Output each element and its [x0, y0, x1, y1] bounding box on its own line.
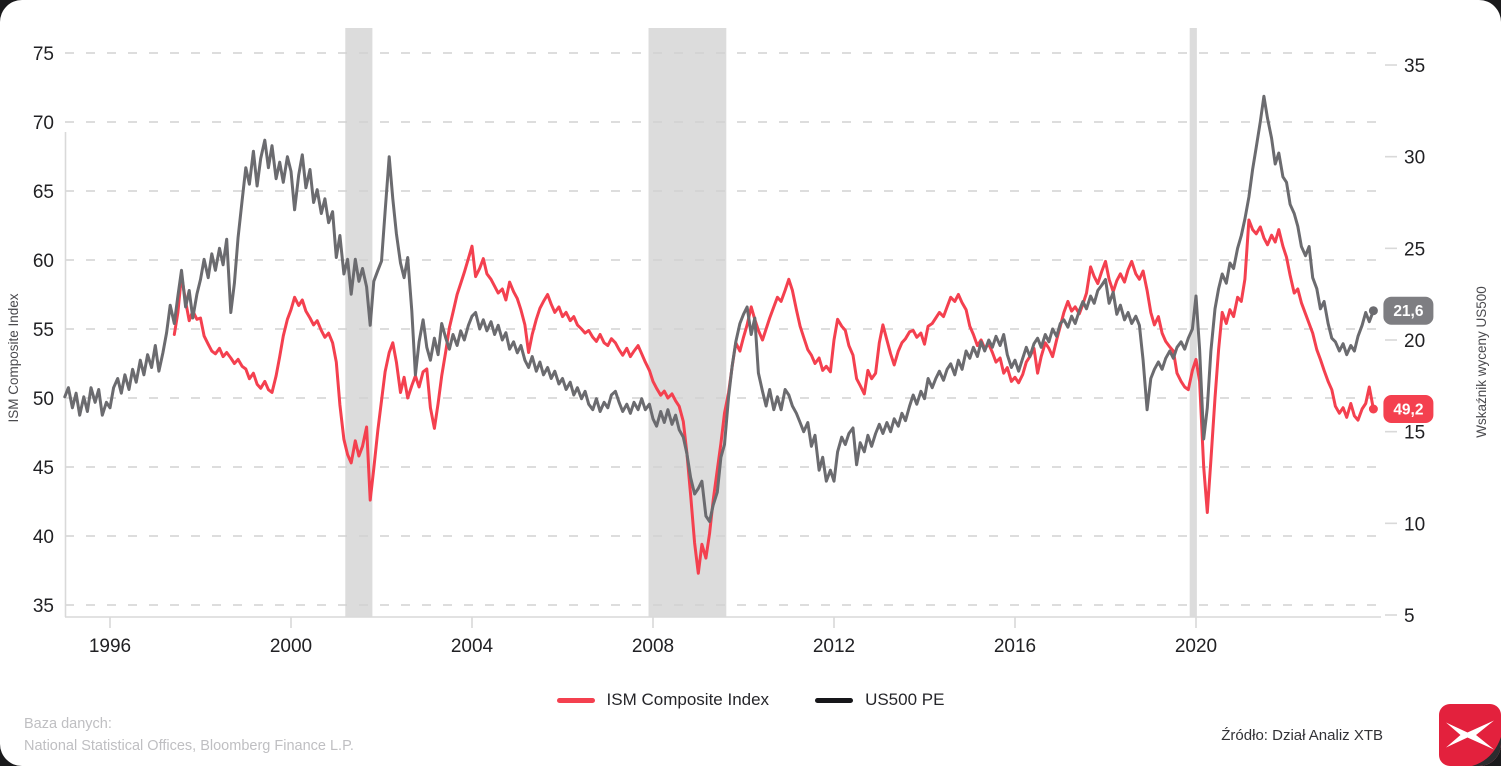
x-tick-label: 1996: [89, 636, 131, 657]
ism-line-swatch-icon: [556, 697, 595, 703]
legend-item-us500pe: US500 PE: [815, 690, 944, 710]
database-note: Baza danych: National Statistical Office…: [24, 714, 354, 758]
left-tick-label: 40: [33, 527, 54, 548]
recession-band: [345, 28, 373, 617]
us500pe-line: [63, 94, 1375, 523]
left-tick-label: 70: [33, 113, 54, 134]
right-tick-label: 20: [1404, 331, 1425, 352]
legend-label-ism: ISM Composite Index: [606, 690, 770, 709]
xtb-logo-icon: [1439, 704, 1501, 766]
legend-item-ism: ISM Composite Index: [556, 690, 770, 710]
right-tick-label: 5: [1404, 606, 1415, 627]
chart-canvas: 1996 2000 2004 2008 2012 2016 2020 75 70 65 60 55 50…: [6, 28, 1489, 657]
left-tick-label: 75: [33, 44, 54, 65]
last-value-label: 49,2: [1393, 402, 1423, 419]
left-axis-title: ISM Composite Index: [6, 293, 21, 422]
x-tick-label: 2008: [632, 636, 674, 657]
series-end-dot: [1368, 404, 1378, 414]
legend-label-us500pe: US500 PE: [865, 690, 945, 709]
left-tick-label: 60: [33, 251, 54, 272]
x-tick-label: 2020: [1175, 636, 1217, 657]
right-tick-label: 30: [1404, 148, 1425, 169]
ism-line: [172, 218, 1375, 575]
left-tick-label: 50: [33, 389, 54, 410]
x-tick-label: 2016: [994, 636, 1036, 657]
right-axis-title: Wskaźnik wyceny US500: [1474, 286, 1489, 438]
last-value-label: 21,6: [1393, 303, 1424, 320]
x-tick-label: 2012: [813, 636, 855, 657]
right-tick-label: 10: [1404, 514, 1425, 535]
right-tick-label: 35: [1404, 56, 1425, 77]
left-tick-label: 65: [33, 182, 54, 203]
x-tick-label: 2000: [270, 636, 312, 657]
right-tick-label: 15: [1404, 423, 1425, 444]
source-note: Źródło: Dział Analiz XTB: [1221, 727, 1383, 744]
series-end-dot: [1368, 306, 1378, 316]
us500pe-line-swatch-icon: [815, 697, 854, 703]
last-value-badge: [1383, 296, 1434, 325]
last-value-badge: [1383, 395, 1434, 423]
database-value: National Statistical Offices, Bloomberg …: [24, 737, 354, 754]
x-tick-label: 2004: [451, 636, 494, 657]
left-tick-label: 55: [33, 320, 54, 341]
left-tick-label: 35: [33, 596, 54, 617]
chart-legend: ISM Composite Index US500 PE: [0, 690, 1501, 710]
database-label: Baza danych:: [24, 716, 112, 732]
recession-band: [648, 28, 727, 617]
right-tick-label: 25: [1404, 239, 1425, 260]
left-tick-label: 45: [33, 458, 54, 479]
